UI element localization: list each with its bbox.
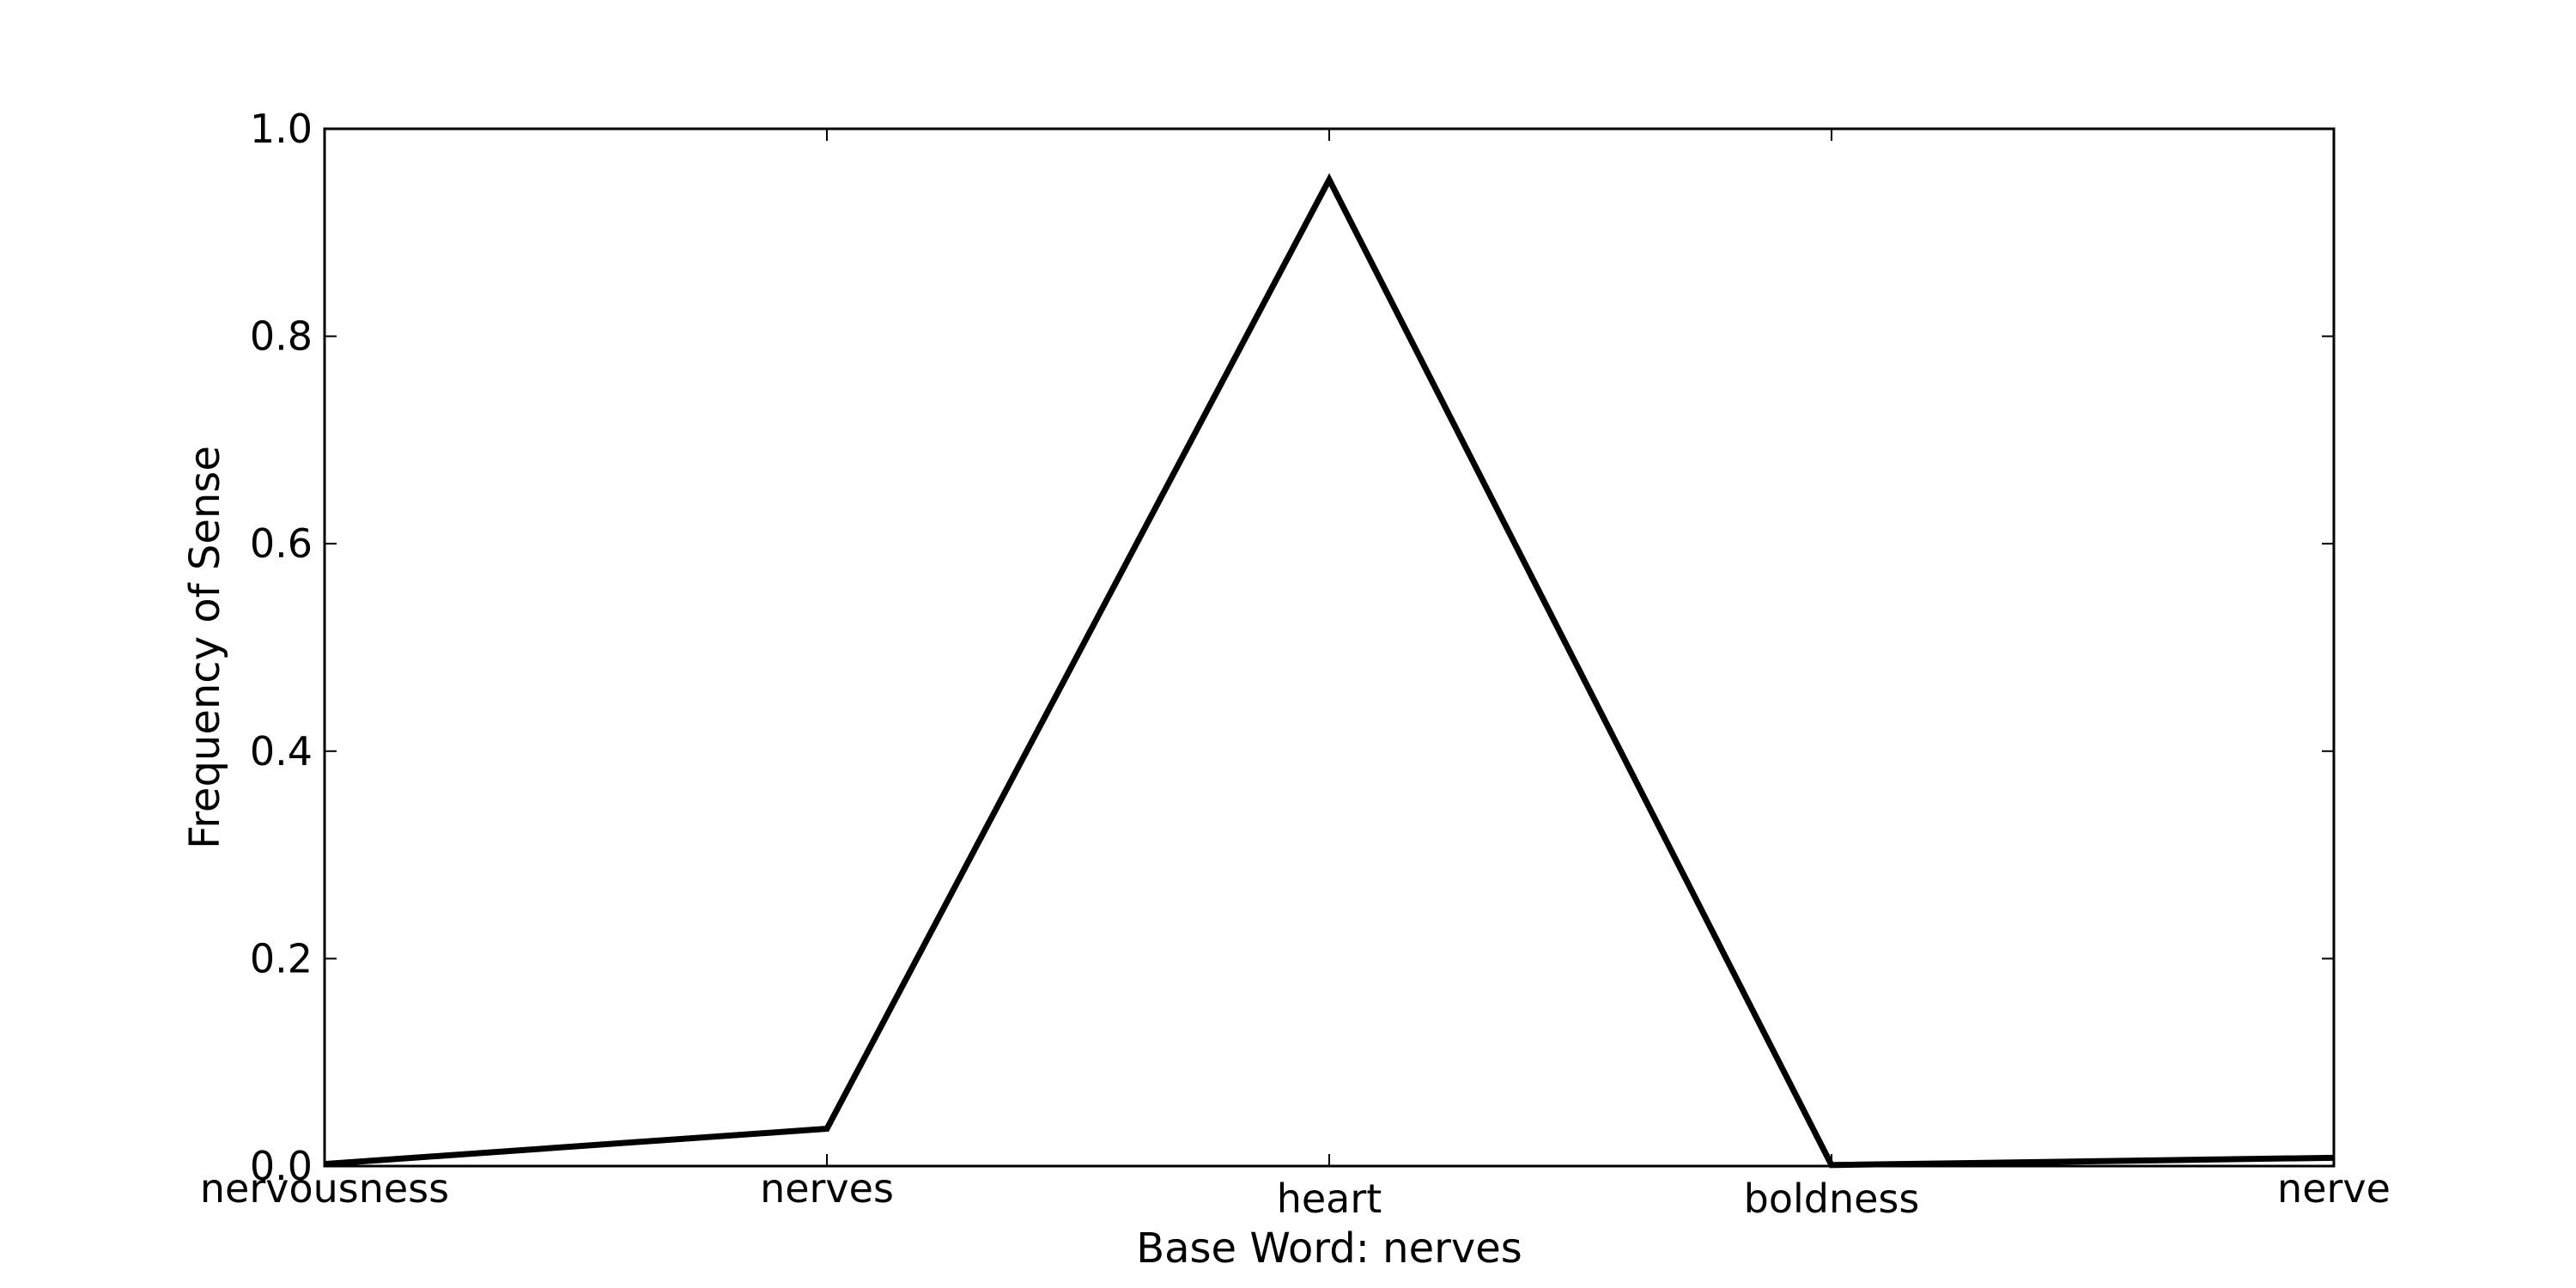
y-axis-label: Frequency of Sense [181, 446, 229, 849]
x-tick-label: boldness [1744, 1176, 1920, 1222]
plot-frame [323, 127, 2336, 1168]
y-tick-label: 0.4 [250, 728, 313, 775]
y-tick-label: 0.2 [250, 935, 313, 981]
y-tick-label: 0.6 [250, 520, 313, 567]
x-tick-label: nervousness [200, 1165, 449, 1212]
series-layer [324, 173, 2335, 1169]
labels-layer: 0.0 0.2 0.4 0.6 0.8 1.0 nervousness nerves heart… [200, 106, 2391, 1222]
x-tick-label: nerves [760, 1165, 894, 1212]
ticks-layer [324, 128, 2335, 1167]
x-axis-label: Base Word: nerves [1136, 1224, 1522, 1273]
y-tick-label: 0.8 [250, 313, 313, 360]
x-tick-label: heart [1277, 1176, 1382, 1222]
y-tick-label: 1.0 [250, 106, 313, 152]
x-tick-label: nerve [2277, 1165, 2391, 1212]
series-line [324, 173, 2335, 1169]
y-tick-label: 0.0 [250, 1143, 313, 1189]
